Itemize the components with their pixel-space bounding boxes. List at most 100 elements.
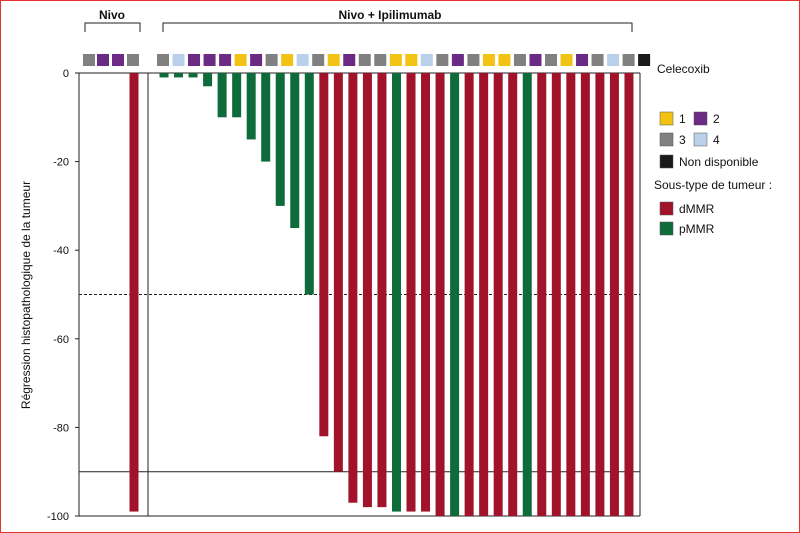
celecoxib-square-combo [607,54,620,66]
legend-label: Non disponible [679,155,759,169]
bracket-combo [162,22,633,32]
y-tick-label: -100 [47,511,69,523]
bar-combo [304,73,314,295]
legend-swatch-3 [659,132,674,147]
celecoxib-square-combo [389,54,402,66]
plot-area: 0 -20 -40 -60 -80 -100 Celecoxib Nivo Nivo + Ipi… [47,8,710,523]
celecoxib-square-combo [529,54,542,66]
bar-combo [217,73,227,118]
legend-label: 2 [713,112,720,126]
celecoxib-square-combo [560,54,573,66]
bar-combo [580,73,590,516]
celecoxib-square-combo [451,54,464,66]
bar-combo [261,73,271,162]
celecoxib-square-combo [265,54,278,66]
celecoxib-square-combo [281,54,294,66]
bar-combo [508,73,518,516]
legend-label: 3 [679,133,686,147]
celecoxib-square-combo [172,54,185,66]
bar-combo [551,73,561,516]
celecoxib-square-combo [467,54,480,66]
bar-combo [348,73,358,503]
bar-combo [391,73,401,512]
celecoxib-square-combo [234,54,247,66]
y-tick-label: -20 [53,157,69,169]
bar-combo [435,73,445,516]
celecoxib-square-combo [591,54,604,66]
y-tick-label: -40 [53,245,69,257]
celecoxib-square-combo [436,54,449,66]
legend-swatch-1 [659,111,674,126]
celecoxib-square-nivo [112,54,124,66]
bar-combo [174,73,184,78]
bar-combo [232,73,242,118]
bar-combo [464,73,474,516]
celecoxib-square-combo [358,54,371,66]
celecoxib-square-combo [638,54,651,66]
celecoxib-square-combo [203,54,216,66]
celecoxib-square-combo [545,54,557,66]
celecoxib-square-combo [622,54,635,66]
bar-combo [159,73,169,78]
bar-combo [333,73,343,472]
bar-combo [203,73,213,87]
celecoxib-square-combo [513,54,526,66]
celecoxib-square-combo [327,54,340,66]
legend-label: 1 [679,112,686,126]
bar-combo [595,73,605,516]
y-tick-label: -80 [53,422,69,434]
legend-subtype-title: Sous-type de tumeur : [654,178,772,192]
legend-swatch-NA [659,154,674,169]
bar-combo [246,73,256,140]
bar-combo [188,73,198,78]
celecoxib-square-combo [219,54,232,66]
y-tick-label: 0 [63,68,69,80]
bar-combo [421,73,431,512]
bracket-nivo [84,22,141,32]
legend-swatch-pMMR [659,221,674,236]
celecoxib-square-combo [498,54,511,66]
group-label-combo: Nivo + Ipilimumab [338,8,441,22]
legend-swatch-2 [693,111,708,126]
bar-combo [566,73,576,516]
bar-combo [609,73,619,516]
y-axis-label: Régression histopathologique de la tumeu… [19,181,33,409]
bar-combo [493,73,503,516]
celecoxib-square-combo [405,54,418,66]
legend: 1 2 3 4 Non disponible Sous-type de tumeur : d… [654,111,772,236]
bar-combo [406,73,416,512]
bar-combo [450,73,460,516]
y-tick-label: -60 [53,334,69,346]
bar-combo [537,73,547,516]
celecoxib-square-combo [296,54,309,66]
celecoxib-square-combo [576,54,589,66]
celecoxib-square-combo [374,54,387,66]
celecoxib-square-nivo [127,54,139,66]
legend-label: dMMR [679,202,715,216]
celecoxib-square-combo [343,54,356,66]
celecoxib-square-combo [250,54,263,66]
legend-label: pMMR [679,222,715,236]
celecoxib-square-combo [312,54,325,66]
bar-combo [479,73,489,516]
bar-combo [319,73,329,437]
celecoxib-square-combo [157,54,169,66]
bar-combo [624,73,634,516]
group-label-nivo: Nivo [99,8,125,22]
legend-swatch-dMMR [659,201,674,216]
celecoxib-square-nivo [97,54,109,66]
celecoxib-square-combo [420,54,433,66]
legend-swatch-4 [693,132,708,147]
bar-combo [377,73,387,508]
celecoxib-square-combo [188,54,201,66]
bar-nivo [129,73,139,512]
legend-label: 4 [713,133,720,147]
bar-combo [290,73,300,229]
bar-combo [275,73,285,206]
celecoxib-square-combo [482,54,495,66]
bar-combo [362,73,372,508]
celecoxib-label: Celecoxib [657,62,710,76]
celecoxib-square-nivo [83,54,95,66]
bar-combo [522,73,532,516]
